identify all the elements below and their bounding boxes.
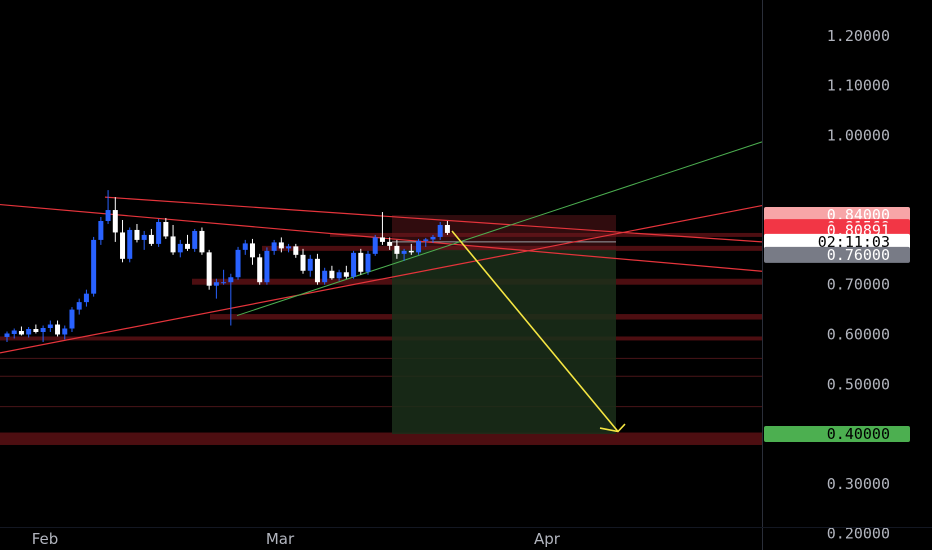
candle-body	[148, 234, 154, 244]
candle-body	[394, 245, 400, 254]
uptrend-line	[0, 204, 763, 354]
candle-body	[365, 253, 371, 272]
candle-body	[416, 240, 422, 253]
candle-body	[141, 234, 147, 240]
candle-body	[322, 270, 328, 283]
candle-body	[300, 254, 306, 271]
candle-body	[444, 224, 450, 233]
candle-body	[40, 328, 46, 332]
candle-body	[314, 258, 320, 283]
candle-body	[408, 250, 414, 253]
x-tick-label: Feb	[32, 530, 59, 548]
candle-body	[192, 230, 198, 249]
candle-body	[177, 243, 183, 253]
candle-body	[11, 330, 17, 334]
candle-body	[83, 293, 89, 303]
candle-body	[437, 224, 443, 237]
candle-body	[33, 329, 39, 332]
position-risk-zone	[392, 215, 616, 250]
candle-body	[423, 239, 429, 241]
candle-body	[76, 302, 82, 310]
candle-body	[264, 250, 270, 283]
zone-band-0	[0, 432, 762, 445]
candle-body	[112, 210, 118, 233]
candle-body	[62, 328, 68, 335]
price-badge-label: 0.76000	[827, 246, 890, 264]
y-tick-label: 1.10000	[827, 77, 890, 95]
candle-body	[430, 236, 436, 240]
price-badge-label: 02:11:03	[818, 233, 890, 251]
candle-body	[26, 329, 32, 335]
projection-arrow-head	[599, 423, 626, 433]
projection-arrow-line	[451, 230, 619, 433]
y-tick-label: 1.20000	[827, 27, 890, 45]
candle-body	[257, 257, 263, 283]
candle-body	[278, 242, 284, 249]
candle-body	[91, 239, 97, 294]
candle-body	[18, 330, 24, 335]
price-badge	[764, 233, 910, 250]
price-axis-separator	[762, 0, 763, 550]
y-tick-label: 0.30000	[827, 475, 890, 493]
x-tick-label: Mar	[266, 530, 295, 548]
candle-body	[4, 333, 10, 337]
time-axis-separator	[0, 527, 932, 528]
y-tick-label: 0.60000	[827, 325, 890, 343]
candle-body	[401, 250, 407, 254]
candle-body	[98, 220, 104, 240]
candle-body	[286, 246, 292, 249]
candle-body	[379, 237, 385, 242]
zone-band-4	[262, 245, 762, 251]
candle-body	[228, 277, 234, 283]
y-tick-label: 0.70000	[827, 276, 890, 294]
candle-body	[293, 246, 299, 255]
price-badge	[764, 426, 910, 443]
zone-band-5	[330, 232, 762, 237]
position-target-zone	[392, 249, 616, 435]
candle-body	[221, 282, 227, 284]
candle-body	[213, 282, 219, 286]
zone-band-3	[0, 336, 762, 341]
candle-body	[329, 270, 335, 279]
candle-body	[156, 221, 162, 244]
candle-body	[185, 243, 190, 249]
candle-body	[105, 210, 111, 221]
price-badge	[764, 246, 910, 263]
candle-body	[69, 309, 75, 329]
candle-body	[351, 252, 357, 277]
candle-body	[271, 242, 277, 251]
y-tick-label: 0.50000	[827, 375, 890, 393]
downtrend-line-short	[104, 196, 763, 243]
price-badge	[764, 207, 910, 224]
price-badge-label: 0.40000	[827, 425, 890, 443]
candle-body	[358, 252, 364, 272]
candle-body	[372, 237, 378, 254]
candle-body	[55, 324, 61, 335]
candle-body	[206, 252, 212, 286]
candle-body	[387, 241, 393, 246]
candle-body	[343, 272, 349, 277]
candle-body	[242, 243, 248, 250]
candle-body	[170, 236, 176, 253]
candle-body	[134, 229, 140, 240]
x-tick-label: Apr	[534, 530, 561, 548]
y-tick-label: 1.00000	[827, 126, 890, 144]
candle-body	[120, 232, 126, 259]
candle-body	[336, 272, 342, 279]
y-tick-label: 0.20000	[827, 525, 890, 543]
candle-body	[163, 221, 169, 237]
support-trendline-green	[236, 141, 763, 317]
candle-body	[127, 229, 133, 259]
candle-body	[47, 324, 53, 329]
candle-body	[249, 243, 255, 258]
candle-body	[199, 230, 205, 253]
candle-body	[235, 249, 241, 278]
candle-body	[307, 258, 313, 271]
